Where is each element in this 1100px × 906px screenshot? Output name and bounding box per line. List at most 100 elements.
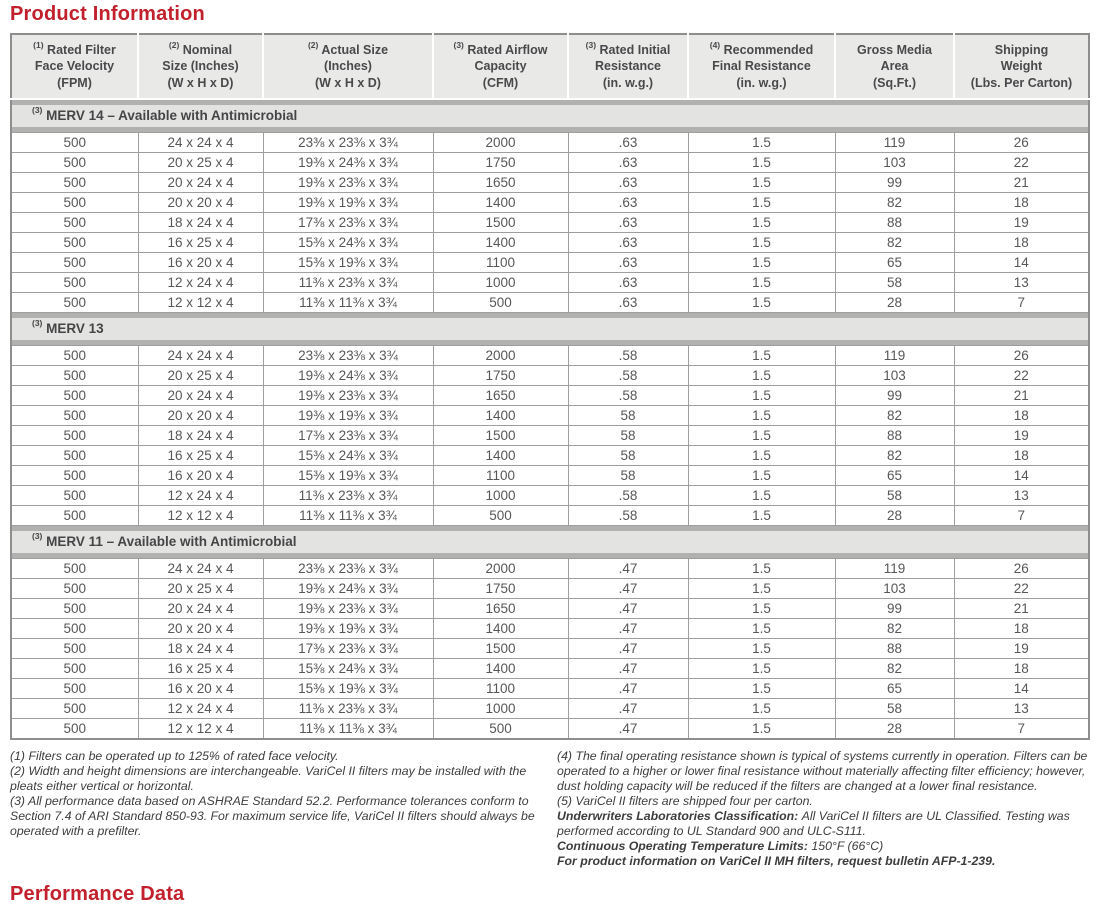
table-cell-col-4: .58: [567, 484, 689, 506]
table-cell-col-2: 17⅜ x 23⅜ x 3¾: [262, 637, 434, 659]
table-cell-col-0: 500: [10, 171, 139, 193]
footnotes-left-column: (1) Filters can be operated up to 125% o…: [10, 749, 546, 869]
table-cell-col-6: 65: [834, 251, 955, 273]
table-row: 500 16 x 25 x 4 15⅜ x 24⅜ x 3¾ 1400.63 1.5 82…: [10, 231, 1090, 253]
table-cell-col-3: 1400: [432, 444, 569, 466]
table-cell-col-5: 1.5: [687, 484, 836, 506]
table-cell-col-0: 500: [10, 657, 139, 679]
table-cell-col-6: 58: [834, 697, 955, 719]
table-cell-col-6: 82: [834, 617, 955, 639]
table-cell-col-4: .63: [567, 151, 689, 173]
table-cell-col-3: 1500: [432, 424, 569, 446]
table-cell-col-0: 500: [10, 251, 139, 273]
table-cell-col-7: 18: [953, 657, 1090, 679]
footnote-marker: (2): [168, 39, 180, 50]
table-cell-col-2: 11⅜ x 23⅜ x 3¾: [262, 271, 434, 293]
separator-band-fill: [11, 312, 1089, 318]
table-cell-col-4: .47: [567, 597, 689, 619]
table-cell-col-4: 58: [567, 404, 689, 426]
footnote: (5) VariCel II filters are shipped four …: [557, 794, 1088, 809]
table-row: 500 12 x 24 x 4 11⅜ x 23⅜ x 3¾ 1000.47 1.5 58…: [10, 697, 1090, 719]
table-cell-col-1: 20 x 25 x 4: [137, 364, 264, 386]
table-cell-col-5: 1.5: [687, 344, 836, 366]
table-cell-col-7: 18: [953, 617, 1090, 639]
table-cell-col-6: 65: [834, 464, 955, 486]
table-cell-col-7: 14: [953, 251, 1090, 273]
table-cell-col-0: 500: [10, 131, 139, 153]
footnote: (3) All performance data based on ASHRAE…: [10, 794, 546, 839]
table-cell-col-1: 20 x 20 x 4: [137, 191, 264, 213]
footnote-marker: (3): [585, 39, 597, 50]
table-cell-col-7: 7: [953, 717, 1090, 740]
table-cell-col-2: 19⅜ x 23⅜ x 3¾: [262, 384, 434, 406]
table-cell-col-3: 500: [432, 504, 569, 526]
table-cell-col-2: 19⅜ x 24⅜ x 3¾: [262, 577, 434, 599]
footnote-text: (1) Filters can be operated up to 125% o…: [10, 748, 339, 763]
table-cell-col-7: 18: [953, 231, 1090, 253]
table-cell-col-3: 1650: [432, 171, 569, 193]
table-cell-col-4: 58: [567, 444, 689, 466]
table-cell-col-7: 13: [953, 697, 1090, 719]
table-cell-col-6: 119: [834, 557, 955, 579]
table-cell-col-3: 1100: [432, 677, 569, 699]
table-row: 500 16 x 20 x 4 15⅜ x 19⅜ x 3¾ 1100 58 1.5 65 1…: [10, 464, 1090, 486]
table-cell-col-2: 19⅜ x 24⅜ x 3¾: [262, 364, 434, 386]
footnote: Continuous Operating Temperature Limits:…: [557, 839, 1088, 854]
footnote-text: All VariCel II filters are UL Classified…: [557, 808, 1070, 838]
table-cell-col-5: 1.5: [687, 171, 836, 193]
table-cell-col-5: 1.5: [687, 504, 836, 526]
table-cell-col-4: .47: [567, 577, 689, 599]
table-cell-col-3: 500: [432, 717, 569, 740]
table-cell-col-0: 500: [10, 697, 139, 719]
table-cell-col-3: 1100: [432, 464, 569, 486]
table-cell-col-1: 20 x 20 x 4: [137, 404, 264, 426]
table-cell-col-3: 1400: [432, 231, 569, 253]
table-row: 500 20 x 25 x 4 19⅜ x 24⅜ x 3¾ 1750.58 1.5 10…: [10, 364, 1090, 386]
table-cell-col-4: .58: [567, 364, 689, 386]
table-cell-col-5: 1.5: [687, 557, 836, 579]
table-cell-col-4: .47: [567, 717, 689, 740]
section-header-2: (3) MERV 11 – Available with Antimicrobi…: [11, 530, 1089, 553]
table-cell-col-6: 82: [834, 231, 955, 253]
footnote-text: (2) Width and height dimensions are inte…: [10, 763, 527, 793]
table-cell-col-5: 1.5: [687, 577, 836, 599]
table-cell-col-2: 15⅜ x 24⅜ x 3¾: [262, 231, 434, 253]
table-row: 500 12 x 24 x 4 11⅜ x 23⅜ x 3¾ 1000.58 1.5 58…: [10, 484, 1090, 506]
footnote-text: For product information on VariCel II MH…: [557, 853, 996, 868]
table-cell-col-4: .47: [567, 697, 689, 719]
table-cell-col-6: 88: [834, 211, 955, 233]
table-cell-col-0: 500: [10, 151, 139, 173]
table-cell-col-4: .63: [567, 211, 689, 233]
table-cell-col-1: 16 x 25 x 4: [137, 444, 264, 466]
column-header-3: (3) Rated Airflow Capacity (CFM): [432, 34, 568, 100]
table-cell-col-5: 1.5: [687, 271, 836, 293]
table-cell-col-3: 1400: [432, 657, 569, 679]
table-cell-col-2: 15⅜ x 19⅜ x 3¾: [262, 251, 434, 273]
table-cell-col-7: 19: [953, 424, 1090, 446]
table-row: 500 12 x 12 x 4 11⅜ x 11⅜ x 3¾ 500.47 1.5 28 7: [10, 717, 1090, 740]
table-cell-col-5: 1.5: [687, 717, 836, 740]
column-header-1: (2) Nominal Size (Inches) (W x H x D): [137, 34, 263, 100]
table-row: 500 16 x 25 x 4 15⅜ x 24⅜ x 3¾ 1400.47 1.5 82…: [10, 657, 1090, 679]
footnote-marker: (4): [709, 39, 721, 50]
table-cell-col-0: 500: [10, 364, 139, 386]
table-cell-col-3: 1750: [432, 151, 569, 173]
separator-band: [11, 98, 1089, 105]
table-cell-col-4: .47: [567, 557, 689, 579]
footnote: For product information on VariCel II MH…: [557, 854, 1088, 869]
table-cell-col-3: 1650: [432, 597, 569, 619]
table-cell-col-6: 99: [834, 171, 955, 193]
table-row: 500 24 x 24 x 4 23⅜ x 23⅜ x 3¾ 2000.63 1.5 11…: [10, 131, 1090, 153]
table-cell-col-5: 1.5: [687, 424, 836, 446]
footnote-marker: (3): [32, 318, 43, 329]
table-cell-col-3: 1400: [432, 191, 569, 213]
table-row: 500 16 x 25 x 4 15⅜ x 24⅜ x 3¾ 1400 58 1.5 82 1…: [10, 444, 1090, 466]
table-cell-col-2: 15⅜ x 24⅜ x 3¾: [262, 657, 434, 679]
table-row: 500 16 x 20 x 4 15⅜ x 19⅜ x 3¾ 1100.47 1.5 65…: [10, 677, 1090, 699]
table-cell-col-4: .58: [567, 504, 689, 526]
table-cell-col-4: .58: [567, 344, 689, 366]
section-title: (3) MERV 13: [11, 317, 1089, 340]
table-cell-col-6: 28: [834, 504, 955, 526]
table-cell-col-0: 500: [10, 344, 139, 366]
page-title: Product Information: [10, 3, 205, 25]
